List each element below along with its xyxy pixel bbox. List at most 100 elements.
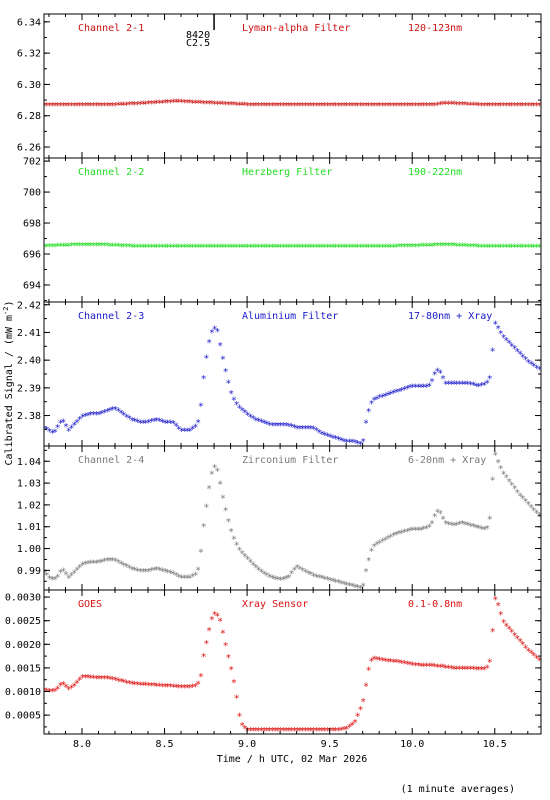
data-point: *	[137, 242, 143, 253]
data-point: *	[55, 242, 61, 253]
data-point: *	[79, 673, 85, 684]
data-point: *	[118, 677, 124, 688]
data-point: *	[382, 242, 388, 253]
data-point: *	[201, 652, 207, 663]
data-point: *	[201, 374, 207, 385]
data-point: *	[74, 241, 80, 252]
data-point: *	[291, 242, 297, 253]
data-point: *	[203, 502, 209, 513]
data-point: *	[379, 242, 385, 253]
data-point: *	[118, 242, 124, 253]
data-point: *	[462, 520, 468, 531]
data-point: *	[162, 242, 168, 253]
data-point: *	[297, 101, 303, 112]
data-point: *	[503, 101, 509, 112]
data-point: *	[228, 100, 234, 111]
data-point: *	[355, 583, 361, 594]
data-point: *	[99, 101, 105, 112]
data-point: *	[352, 718, 358, 729]
data-point: *	[63, 683, 69, 694]
data-point: *	[146, 242, 152, 253]
data-point: *	[217, 617, 223, 628]
data-point: *	[124, 242, 130, 253]
data-point: *	[418, 662, 424, 673]
data-point: *	[374, 242, 380, 253]
data-point: *	[308, 242, 314, 253]
data-point: *	[261, 419, 267, 430]
data-point: *	[445, 380, 451, 391]
data-point: *	[146, 418, 152, 429]
y-axis-label: Calibrated Signal / (mW m-2)	[2, 301, 15, 466]
data-point: *	[404, 527, 410, 538]
panel-2: ****************************************…	[23, 157, 542, 303]
data-point: *	[68, 684, 74, 695]
data-point: *	[201, 522, 207, 533]
data-point: *	[173, 422, 179, 433]
panel-filter-label: Aluminium Filter	[242, 311, 338, 322]
data-point: *	[85, 241, 91, 252]
data-point: *	[96, 674, 102, 685]
y-tick-label: 698	[23, 219, 41, 230]
data-point: *	[355, 242, 361, 253]
data-point: *	[495, 458, 501, 469]
data-point: *	[490, 475, 496, 486]
data-point: *	[473, 523, 479, 534]
data-point: *	[93, 241, 99, 252]
data-point: *	[379, 392, 385, 403]
data-point: *	[297, 564, 303, 575]
data-point: *	[517, 350, 523, 361]
data-point: *	[313, 426, 319, 437]
data-point: *	[272, 101, 278, 112]
data-point: *	[275, 242, 281, 253]
data-point: *	[448, 100, 454, 111]
data-point: *	[239, 549, 245, 560]
data-point: *	[341, 242, 347, 253]
data-point: *	[157, 99, 163, 110]
data-point: *	[159, 682, 165, 693]
data-point: *	[385, 534, 391, 545]
y-tick-label: 694	[23, 280, 41, 291]
data-point: *	[275, 101, 281, 112]
data-point: *	[421, 525, 427, 536]
data-point: *	[151, 565, 157, 576]
data-point: *	[445, 664, 451, 675]
data-point: *	[234, 242, 240, 253]
data-point: *	[225, 653, 231, 664]
data-point: *	[291, 101, 297, 112]
data-point: *	[429, 377, 435, 388]
data-point: *	[118, 559, 124, 570]
panel-2-series: ****************************************…	[44, 241, 541, 254]
data-point: *	[121, 242, 127, 253]
panel-1: ****************************************…	[17, 13, 542, 159]
data-point: *	[107, 556, 113, 567]
data-point: *	[236, 101, 242, 112]
data-point: *	[322, 575, 328, 586]
data-point: *	[330, 101, 336, 112]
data-point: *	[234, 541, 240, 552]
data-point: *	[437, 662, 443, 673]
data-point: *	[341, 725, 347, 736]
y-axis-label-main: Calibrated Signal / (mW m	[4, 315, 15, 466]
data-point: *	[349, 721, 355, 732]
data-point: *	[96, 241, 102, 252]
data-point: *	[451, 380, 457, 391]
data-point: *	[107, 675, 113, 686]
data-point: *	[523, 101, 529, 112]
data-point: *	[487, 658, 493, 669]
data-point: *	[517, 637, 523, 648]
data-point: *	[101, 101, 107, 112]
data-point: *	[225, 517, 231, 528]
data-point: *	[192, 570, 198, 581]
data-point: *	[148, 242, 154, 253]
data-point: *	[278, 421, 284, 432]
data-point: *	[412, 242, 418, 253]
data-point: *	[531, 506, 537, 517]
data-point: *	[401, 385, 407, 396]
data-point: *	[523, 643, 529, 654]
data-point: *	[93, 558, 99, 569]
y-tick-label: 0.0015	[5, 663, 41, 674]
data-point: *	[256, 726, 262, 737]
data-point: *	[99, 241, 105, 252]
data-point: *	[300, 242, 306, 253]
data-point: *	[126, 100, 132, 111]
